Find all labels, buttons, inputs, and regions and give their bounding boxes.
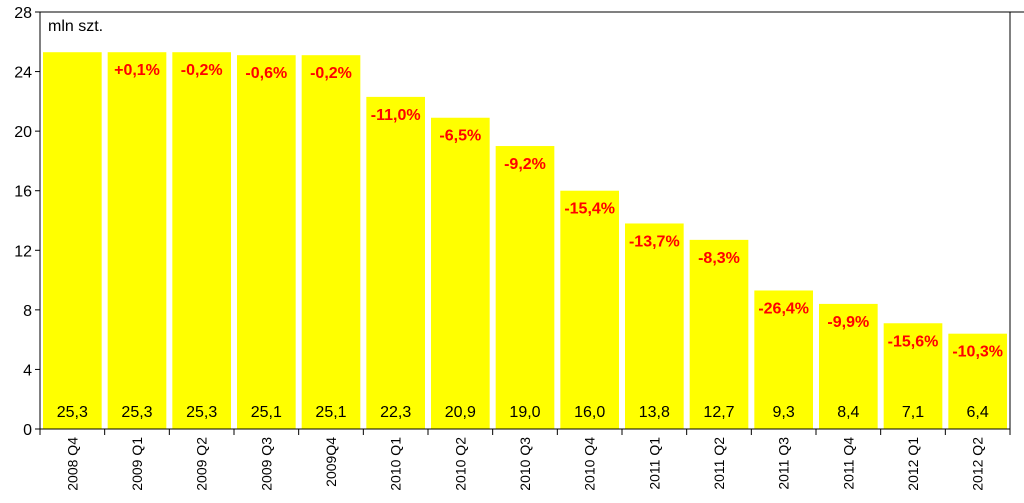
bar (625, 223, 684, 429)
bar (883, 323, 943, 429)
x-category-label: 2011 Q2 (711, 437, 727, 490)
bar (754, 290, 813, 429)
bar-change-label: -0,2% (310, 65, 352, 82)
bar-value-label: 12,7 (703, 404, 734, 421)
bar (689, 239, 749, 429)
bar-value-label: 6,4 (967, 404, 989, 421)
x-category-label: 2009Q4 (323, 437, 339, 487)
bar (172, 52, 231, 429)
y-tick-label: 20 (14, 124, 32, 141)
bar-change-label: -15,4% (564, 201, 615, 218)
bar (431, 117, 490, 429)
bar-value-label: 22,3 (380, 404, 411, 421)
x-category-label: 2009 Q1 (129, 437, 145, 491)
bar-value-label: 25,1 (251, 404, 282, 421)
x-category-label: 2012 Q2 (970, 437, 986, 491)
bar-change-label: -8,3% (698, 250, 740, 267)
bar-change-label: +0,1% (114, 62, 160, 79)
x-category-label: 2009 Q3 (258, 437, 274, 491)
y-tick-label: 4 (23, 362, 32, 379)
bar-value-label: 20,9 (445, 404, 476, 421)
bar (948, 333, 1007, 429)
bar-change-label: -0,6% (245, 65, 287, 82)
y-tick-label: 12 (14, 243, 32, 260)
bar (43, 52, 102, 429)
x-category-label: 2010 Q1 (388, 437, 404, 491)
y-tick-label: 24 (14, 65, 32, 82)
bar-change-label: -9,9% (827, 314, 869, 331)
bar (301, 55, 361, 430)
bar-value-label: 19,0 (509, 404, 540, 421)
bar-change-label: -0,2% (181, 62, 223, 79)
x-category-label: 2011 Q4 (840, 437, 856, 490)
bar-value-label: 25,3 (57, 404, 88, 421)
bar-value-label: 8,4 (837, 404, 859, 421)
x-category-label: 2008 Q4 (64, 437, 80, 491)
bar-value-label: 25,1 (315, 404, 346, 421)
bar-change-label: -9,2% (504, 156, 546, 173)
bar-change-label: -6,5% (439, 128, 481, 145)
x-category-label: 2011 Q3 (776, 437, 792, 490)
bar-change-label: -15,6% (888, 333, 939, 350)
bar-value-label: 25,3 (186, 404, 217, 421)
axes-group: 0 4 8 12 16 20 24 28 2008 Q4 2009 Q1 2009 Q2 2009 Q… (14, 5, 1024, 491)
bar-value-label: 13,8 (639, 404, 670, 421)
y-tick-label: 28 (14, 5, 32, 22)
bar-change-label: -10,3% (952, 344, 1003, 361)
bar-value-label: 7,1 (902, 404, 924, 421)
bar-change-label: -11,0% (371, 107, 421, 124)
bar-change-label: -26,4% (758, 300, 809, 317)
bars-group (43, 52, 1007, 430)
bar-change-label: -13,7% (629, 233, 680, 250)
bar-value-label: 16,0 (574, 404, 605, 421)
x-category-label: 2012 Q1 (905, 437, 921, 491)
bar (560, 190, 619, 429)
y-tick-label: 0 (23, 422, 32, 439)
x-category-label: 2009 Q2 (194, 437, 210, 491)
bar (819, 303, 878, 429)
bar-value-label: 25,3 (121, 404, 152, 421)
unit-label: mln szt. (48, 18, 103, 35)
bar-value-label: 9,3 (773, 404, 795, 421)
x-category-label: 2011 Q1 (646, 437, 662, 490)
x-category-label: 2010 Q3 (517, 437, 533, 491)
bar (495, 146, 555, 430)
labels-group: 25,3 25,3 +0,1% 25,3 -0,2% 25,1 -0,6% 25,1 -0,2%… (57, 62, 1003, 421)
bar (366, 96, 425, 429)
y-tick-label: 8 (23, 303, 32, 320)
y-tick-label: 16 (14, 184, 32, 201)
bar (107, 52, 167, 429)
x-category-label: 2010 Q2 (452, 437, 468, 491)
x-category-label: 2010 Q4 (582, 437, 598, 491)
bar (237, 55, 296, 430)
